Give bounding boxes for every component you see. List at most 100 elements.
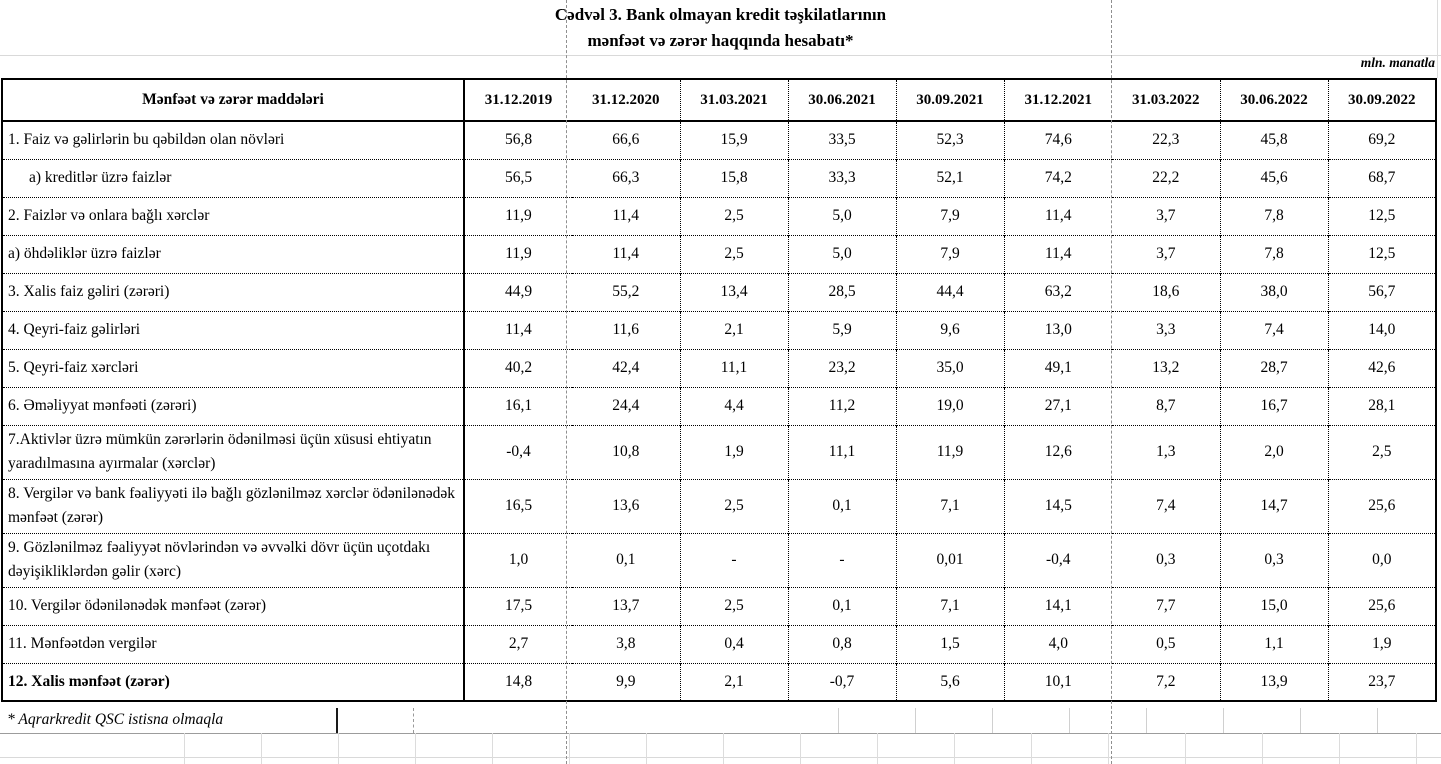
header-date-31.12.2020[interactable]: 31.12.2020 bbox=[572, 79, 680, 122]
value-cell[interactable]: 15,0 bbox=[1219, 586, 1328, 625]
value-cell[interactable]: 33,5 bbox=[787, 120, 896, 159]
value-cell[interactable]: 63,2 bbox=[1003, 272, 1112, 311]
row-label[interactable]: 7.Aktivlər üzrə mümkün zərərlərin ödənil… bbox=[2, 424, 465, 479]
value-cell[interactable]: 49,1 bbox=[1003, 348, 1112, 387]
value-cell[interactable]: 27,1 bbox=[1003, 386, 1112, 425]
value-cell[interactable]: 11,2 bbox=[787, 386, 896, 425]
value-cell[interactable]: 16,7 bbox=[1219, 386, 1328, 425]
row-label[interactable]: 9. Gözlənilməz fəaliyyət növlərindən və … bbox=[2, 532, 465, 587]
value-cell[interactable]: 2,0 bbox=[1219, 424, 1328, 479]
value-cell[interactable]: 5,6 bbox=[895, 662, 1004, 701]
row-label[interactable]: 5. Qeyri-faiz xərcləri bbox=[2, 348, 465, 387]
value-cell[interactable]: 3,3 bbox=[1112, 310, 1220, 349]
header-date-31.12.2019[interactable]: 31.12.2019 bbox=[463, 79, 572, 122]
header-date-30.06.2022[interactable]: 30.06.2022 bbox=[1219, 79, 1328, 122]
value-cell[interactable]: 22,3 bbox=[1112, 120, 1220, 159]
value-cell[interactable]: 2,5 bbox=[679, 196, 788, 235]
value-cell[interactable]: 0,3 bbox=[1219, 532, 1328, 587]
row-label[interactable]: 4. Qeyri-faiz gəlirləri bbox=[2, 310, 465, 349]
value-cell[interactable]: 16,5 bbox=[463, 478, 572, 533]
value-cell[interactable]: 13,2 bbox=[1112, 348, 1220, 387]
value-cell[interactable]: 28,5 bbox=[787, 272, 896, 311]
header-date-31.12.2021[interactable]: 31.12.2021 bbox=[1003, 79, 1112, 122]
value-cell[interactable]: 44,4 bbox=[895, 272, 1004, 311]
value-cell[interactable]: 0,0 bbox=[1327, 532, 1436, 587]
value-cell[interactable]: 4,4 bbox=[679, 386, 788, 425]
value-cell[interactable]: 11,1 bbox=[679, 348, 788, 387]
value-cell[interactable]: 7,9 bbox=[895, 234, 1004, 273]
row-label[interactable]: a) öhdəliklər üzrə faizlər bbox=[2, 234, 465, 273]
header-date-30.09.2022[interactable]: 30.09.2022 bbox=[1327, 79, 1436, 122]
value-cell[interactable]: 17,5 bbox=[463, 586, 572, 625]
value-cell[interactable]: 1,1 bbox=[1219, 624, 1328, 663]
value-cell[interactable]: 11,4 bbox=[572, 196, 680, 235]
header-date-31.03.2022[interactable]: 31.03.2022 bbox=[1112, 79, 1220, 122]
value-cell[interactable]: 74,2 bbox=[1003, 158, 1112, 197]
value-cell[interactable]: 55,2 bbox=[572, 272, 680, 311]
value-cell[interactable]: 33,3 bbox=[787, 158, 896, 197]
value-cell[interactable]: 11,4 bbox=[463, 310, 572, 349]
value-cell[interactable]: 23,2 bbox=[787, 348, 896, 387]
value-cell[interactable]: 7,4 bbox=[1219, 310, 1328, 349]
value-cell[interactable]: 66,3 bbox=[572, 158, 680, 197]
value-cell[interactable]: 56,7 bbox=[1327, 272, 1436, 311]
value-cell[interactable]: 19,0 bbox=[895, 386, 1004, 425]
value-cell[interactable]: 8,7 bbox=[1112, 386, 1220, 425]
value-cell[interactable]: 2,1 bbox=[679, 662, 788, 701]
value-cell[interactable]: - bbox=[679, 532, 788, 587]
value-cell[interactable]: 1,9 bbox=[1327, 624, 1436, 663]
value-cell[interactable]: 45,8 bbox=[1219, 120, 1328, 159]
value-cell[interactable]: 38,0 bbox=[1219, 272, 1328, 311]
value-cell[interactable]: 14,8 bbox=[463, 662, 572, 701]
value-cell[interactable]: -0,4 bbox=[463, 424, 572, 479]
value-cell[interactable]: 15,8 bbox=[679, 158, 788, 197]
value-cell[interactable]: 25,6 bbox=[1327, 586, 1436, 625]
value-cell[interactable]: 7,8 bbox=[1219, 234, 1328, 273]
value-cell[interactable]: 7,2 bbox=[1112, 662, 1220, 701]
value-cell[interactable]: 74,6 bbox=[1003, 120, 1112, 159]
value-cell[interactable]: 5,0 bbox=[787, 196, 896, 235]
value-cell[interactable]: 9,6 bbox=[895, 310, 1004, 349]
value-cell[interactable]: 2,7 bbox=[463, 624, 572, 663]
value-cell[interactable]: 18,6 bbox=[1112, 272, 1220, 311]
value-cell[interactable]: 16,1 bbox=[463, 386, 572, 425]
value-cell[interactable]: 28,7 bbox=[1219, 348, 1328, 387]
row-label[interactable]: 11. Mənfəətdən vergilər bbox=[2, 624, 465, 663]
row-label[interactable]: 1. Faiz və gəlirlərin bu qəbildən olan n… bbox=[2, 120, 465, 159]
value-cell[interactable]: 7,4 bbox=[1112, 478, 1220, 533]
value-cell[interactable]: 13,6 bbox=[572, 478, 680, 533]
value-cell[interactable]: 14,0 bbox=[1327, 310, 1436, 349]
value-cell[interactable]: 11,9 bbox=[463, 196, 572, 235]
value-cell[interactable]: 2,5 bbox=[1327, 424, 1436, 479]
value-cell[interactable]: 5,9 bbox=[787, 310, 896, 349]
value-cell[interactable]: 13,0 bbox=[1003, 310, 1112, 349]
value-cell[interactable]: 2,5 bbox=[679, 234, 788, 273]
value-cell[interactable]: 7,7 bbox=[1112, 586, 1220, 625]
row-label[interactable]: 12. Xalis mənfəət (zərər) bbox=[2, 662, 465, 701]
value-cell[interactable]: 9,9 bbox=[572, 662, 680, 701]
value-cell[interactable]: 11,9 bbox=[463, 234, 572, 273]
value-cell[interactable]: 13,7 bbox=[572, 586, 680, 625]
value-cell[interactable]: 12,6 bbox=[1003, 424, 1112, 479]
row-label[interactable]: a) kreditlər üzrə faizlər bbox=[2, 158, 465, 197]
header-date-30.09.2021[interactable]: 30.09.2021 bbox=[895, 79, 1004, 122]
value-cell[interactable]: 2,5 bbox=[679, 586, 788, 625]
header-items-column[interactable]: Mənfəət və zərər maddələri bbox=[2, 79, 465, 122]
value-cell[interactable]: 0,5 bbox=[1112, 624, 1220, 663]
value-cell[interactable]: 0,1 bbox=[572, 532, 680, 587]
value-cell[interactable]: 28,1 bbox=[1327, 386, 1436, 425]
value-cell[interactable]: 22,2 bbox=[1112, 158, 1220, 197]
value-cell[interactable]: 7,1 bbox=[895, 586, 1004, 625]
value-cell[interactable]: 23,7 bbox=[1327, 662, 1436, 701]
value-cell[interactable]: 56,8 bbox=[463, 120, 572, 159]
value-cell[interactable]: 12,5 bbox=[1327, 196, 1436, 235]
value-cell[interactable]: 45,6 bbox=[1219, 158, 1328, 197]
value-cell[interactable]: 1,9 bbox=[679, 424, 788, 479]
row-label[interactable]: 8. Vergilər və bank fəaliyyəti ilə bağlı… bbox=[2, 478, 465, 533]
value-cell[interactable]: 10,1 bbox=[1003, 662, 1112, 701]
value-cell[interactable]: 11,4 bbox=[1003, 196, 1112, 235]
value-cell[interactable]: 35,0 bbox=[895, 348, 1004, 387]
value-cell[interactable]: 56,5 bbox=[463, 158, 572, 197]
value-cell[interactable]: 11,1 bbox=[787, 424, 896, 479]
row-label[interactable]: 2. Faizlər və onlara bağlı xərclər bbox=[2, 196, 465, 235]
